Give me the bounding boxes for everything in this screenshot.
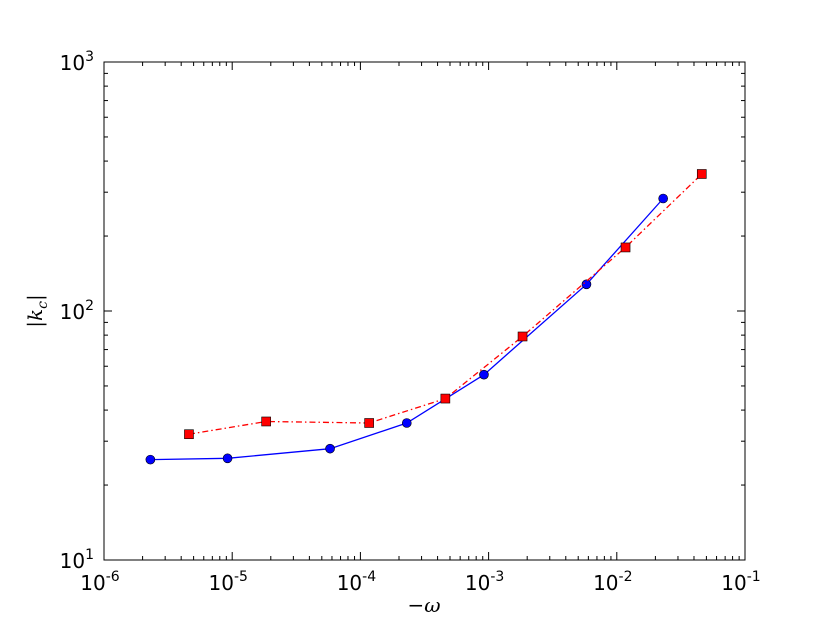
series-2-point (364, 418, 374, 428)
plot-area (104, 62, 745, 560)
y-axis-label-group: |kc| (23, 294, 51, 327)
y-axis-label: |kc| (23, 294, 51, 327)
series-1-point (479, 369, 489, 380)
series-2-point (440, 393, 451, 404)
series-2-point (517, 331, 528, 342)
ticks (103, 61, 746, 561)
series-1-point (145, 454, 156, 465)
x-tick-label: 10-2 (593, 569, 632, 595)
y-tick-label: 103 (60, 49, 94, 75)
x-tick-label: 10-5 (208, 569, 247, 595)
series-2-point (620, 242, 631, 253)
series-1-point (658, 193, 668, 204)
series-layer (145, 169, 707, 465)
y-tick-label: 101 (60, 547, 94, 573)
tick-labels: 10-6 10-5 10-4 10-3 10-2 10-1 101 102 103 (60, 49, 761, 595)
x-tick-label: 10-4 (337, 569, 377, 595)
series-1-point (581, 279, 592, 290)
series-1-point (222, 453, 233, 464)
x-tick-label: 10-1 (721, 569, 760, 595)
x-axis-label: −ω (407, 593, 440, 617)
y-tick-label: 102 (60, 298, 94, 324)
x-tick-label: 10-3 (465, 569, 504, 595)
series-1-point (401, 418, 412, 428)
series-2-point (696, 169, 707, 179)
series-2-point (261, 416, 271, 427)
series-1-point (325, 443, 335, 454)
series-2-point (184, 429, 194, 440)
x-tick-label: 10-6 (80, 569, 120, 595)
plot-frame (103, 61, 746, 561)
